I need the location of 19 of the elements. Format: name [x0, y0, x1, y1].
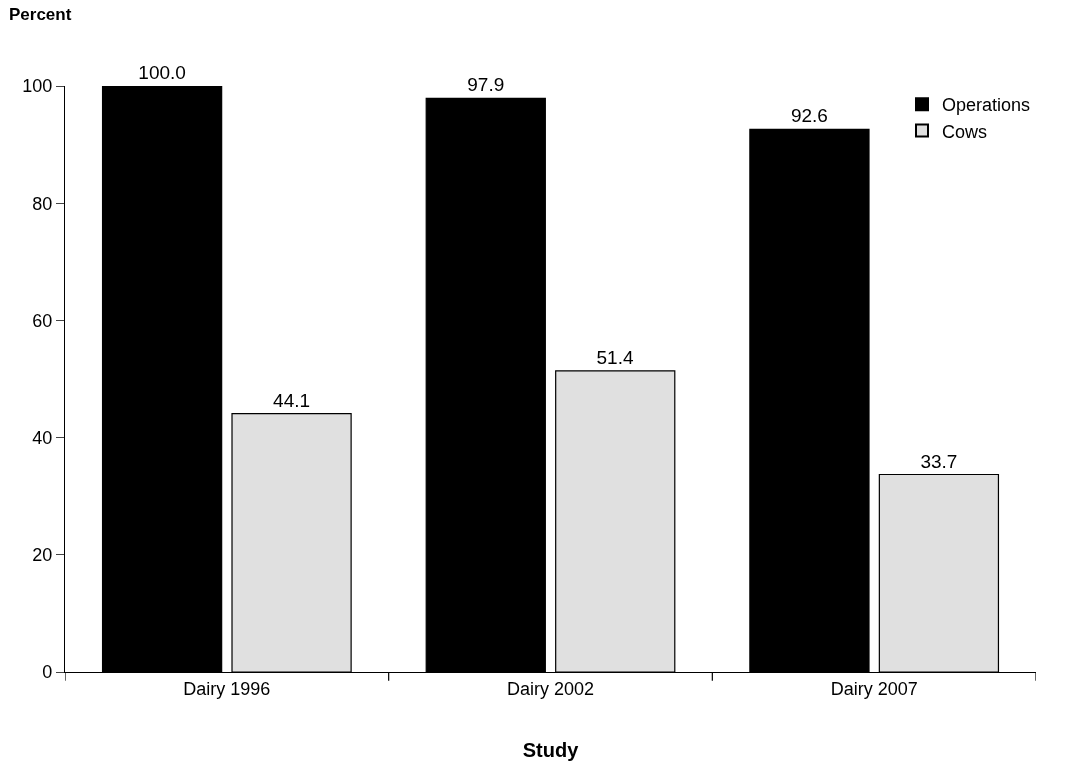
x-tick-label: Dairy 2002: [506, 678, 595, 699]
data-label: 44.1: [273, 389, 311, 411]
y-axis-title: Percent: [9, 5, 72, 24]
data-label: 100.0: [138, 62, 186, 83]
x-tick-label: Dairy 1996: [183, 678, 271, 699]
legend-label: Cows: [942, 121, 988, 142]
x-axis-title: Study: [522, 739, 580, 762]
data-label: 33.7: [920, 450, 958, 472]
data-label: 97.9: [467, 74, 505, 96]
y-tick-label: 40: [32, 427, 53, 448]
y-tick-label: 100: [22, 76, 53, 97]
y-tick-label: 20: [32, 545, 53, 566]
y-tick-label: 0: [42, 662, 53, 683]
data-label: 92.6: [790, 105, 828, 127]
data-label: 51.4: [596, 346, 634, 368]
legend-label: Operations: [942, 95, 1031, 116]
y-tick-label: 80: [32, 193, 53, 214]
y-tick-label: 60: [32, 310, 53, 331]
x-tick-label: Dairy 2007: [830, 678, 918, 699]
